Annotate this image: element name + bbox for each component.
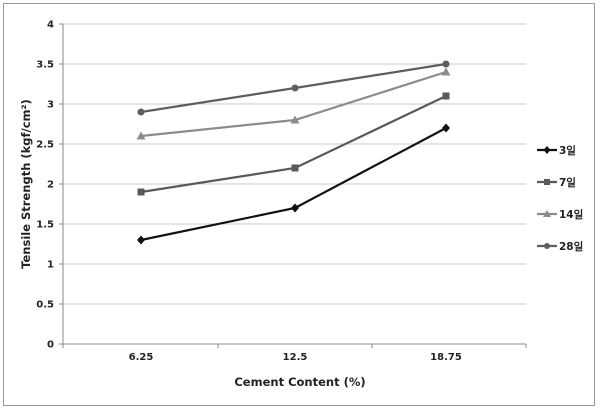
y-axis-title: Tensile Strength (kgf/cm²) <box>19 99 33 269</box>
y-tick-label: 3 <box>47 100 54 111</box>
y-tick-label: 0 <box>47 340 54 351</box>
series-3일 <box>137 123 450 245</box>
data-point-diamond <box>137 235 145 245</box>
legend-label: 14일 <box>559 208 583 221</box>
data-point-circle <box>291 84 299 92</box>
y-tick-label: 1 <box>47 260 54 271</box>
data-point-diamond <box>543 146 551 154</box>
x-tick-label: 12.5 <box>283 352 308 363</box>
data-point-triangle <box>136 131 146 140</box>
legend-item: 3일 <box>537 144 576 157</box>
x-axis-title: Cement Content (%) <box>234 375 365 389</box>
legend-label: 7일 <box>559 176 576 189</box>
chart-frame <box>3 3 595 406</box>
series-group <box>136 60 451 245</box>
y-tick-label: 2 <box>47 180 54 191</box>
x-tick-label: 6.25 <box>129 352 154 363</box>
y-tick-label: 4 <box>47 20 54 31</box>
data-point-circle <box>442 60 450 68</box>
data-point-square <box>137 188 145 196</box>
series-7일 <box>137 92 450 196</box>
x-tick-labels: 6.25 12.5 18.75 <box>129 352 462 363</box>
legend-item: 14일 <box>537 208 583 221</box>
data-point-triangle <box>441 67 451 76</box>
data-point-circle <box>544 243 550 249</box>
x-tick-label: 18.75 <box>430 352 462 363</box>
axes <box>62 24 527 348</box>
series-14일 <box>136 67 451 140</box>
y-tick-labels: 0 0.5 1 1.5 2 2.5 3 3.5 4 <box>36 20 54 351</box>
legend-label: 3일 <box>559 144 576 157</box>
y-tick-label: 1.5 <box>36 220 54 231</box>
data-point-triangle <box>543 210 551 217</box>
data-point-circle <box>137 108 145 116</box>
y-tick-label: 0.5 <box>36 300 54 311</box>
y-tick-label: 2.5 <box>36 140 54 151</box>
data-point-square <box>544 179 550 185</box>
data-point-triangle <box>290 115 300 124</box>
legend-label: 28일 <box>559 240 583 253</box>
legend-item: 28일 <box>537 240 583 253</box>
series-28일 <box>137 60 450 116</box>
data-point-diamond <box>442 123 450 133</box>
data-point-diamond <box>291 203 299 213</box>
data-point-square <box>442 92 450 100</box>
data-point-square <box>291 164 299 172</box>
y-tick-label: 3.5 <box>36 60 54 71</box>
gridlines <box>59 23 526 345</box>
legend: 3일 7일 14일 28일 <box>537 144 583 253</box>
legend-item: 7일 <box>537 176 576 189</box>
